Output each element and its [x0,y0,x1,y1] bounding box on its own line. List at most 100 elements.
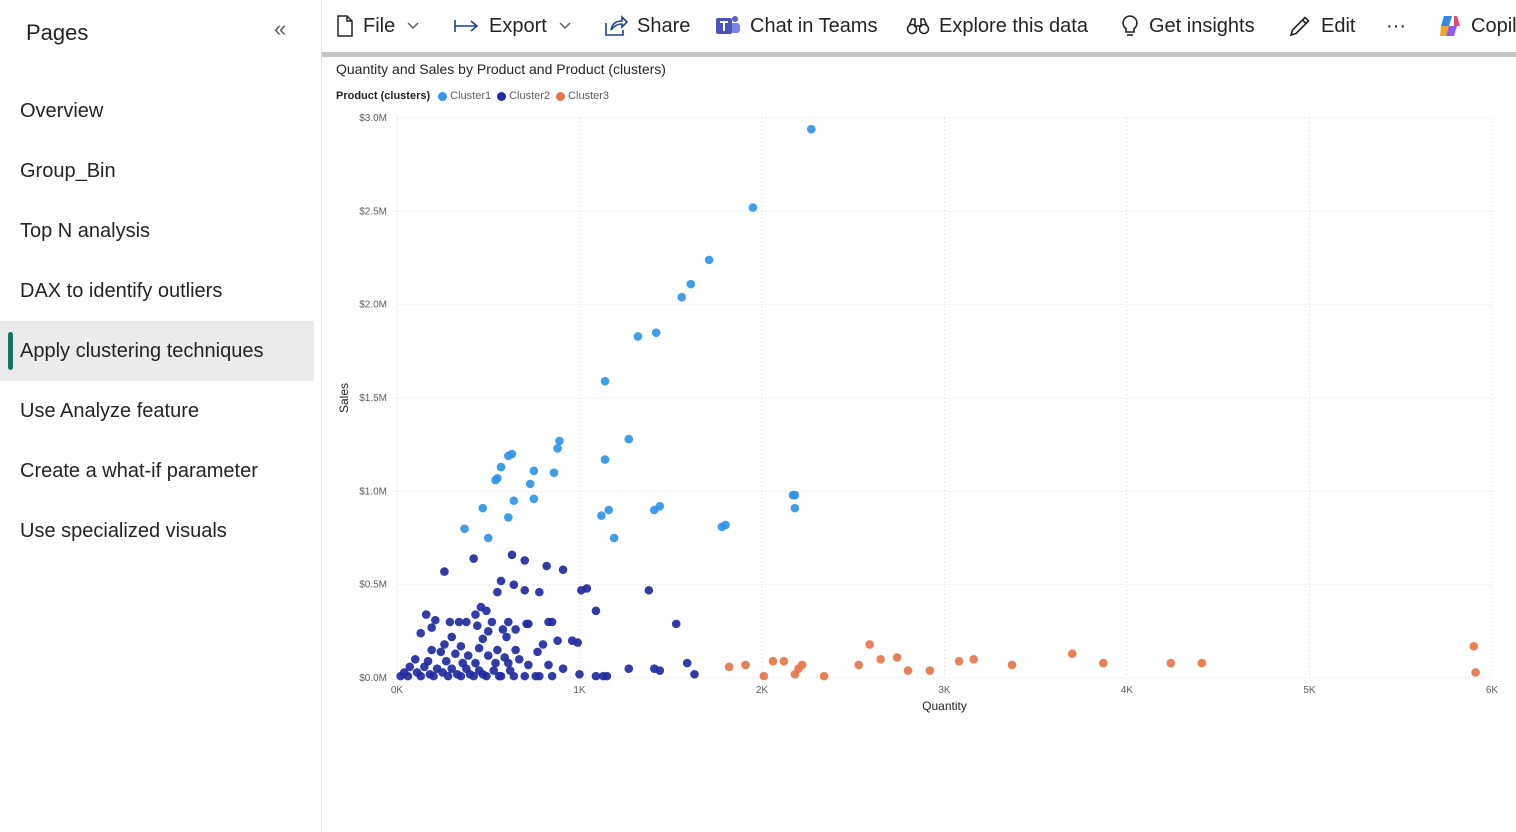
data-point-cluster2[interactable] [520,556,530,565]
data-point-cluster2[interactable] [542,561,551,571]
data-point-cluster1[interactable] [504,513,513,522]
data-point-cluster2[interactable] [535,587,544,597]
data-point-cluster2[interactable] [403,671,413,681]
page-item-overview[interactable]: Overview [20,100,104,122]
data-point-cluster2[interactable] [644,585,654,595]
scatter-chart-visual[interactable]: Quantity and Sales by Product and Produc… [322,57,1516,832]
data-point-cluster2[interactable] [509,671,519,681]
data-point-cluster3[interactable] [1471,668,1480,677]
data-point-cluster3[interactable] [892,653,902,662]
data-point-cluster2[interactable] [509,580,519,589]
explore-data-button[interactable]: Explore this data [906,0,1088,52]
data-point-cluster3[interactable] [1197,658,1207,668]
data-point-cluster1[interactable] [478,503,488,513]
data-point-cluster2[interactable] [441,656,451,666]
data-point-cluster3[interactable] [954,656,964,666]
data-point-cluster3[interactable] [779,656,789,666]
data-point-cluster1[interactable] [504,451,513,461]
data-point-cluster2[interactable] [469,554,478,563]
page-item-apply-clustering[interactable]: Apply clustering techniques [0,321,314,381]
data-point-cluster2[interactable] [496,576,506,586]
data-point-cluster2[interactable] [591,606,601,616]
data-point-cluster3[interactable] [876,655,885,664]
data-point-cluster3[interactable] [1098,658,1108,668]
data-point-cluster2[interactable] [671,619,681,629]
data-point-cluster3[interactable] [925,666,935,675]
data-point-cluster3[interactable] [1166,658,1176,668]
data-point-cluster1[interactable] [717,522,727,532]
legend-item-cluster1[interactable]: Cluster1 [438,90,491,102]
data-point-cluster1[interactable] [609,533,619,543]
data-point-cluster3[interactable] [797,660,807,670]
data-point-cluster3[interactable] [854,660,864,670]
data-point-cluster2[interactable] [502,632,511,642]
data-point-cluster1[interactable] [460,524,469,533]
data-point-cluster1[interactable] [529,466,539,476]
data-point-cluster2[interactable] [547,671,557,681]
data-point-cluster1[interactable] [600,376,610,386]
data-point-cluster1[interactable] [529,494,539,504]
share-button[interactable]: Share [604,0,690,52]
data-point-cluster2[interactable] [558,664,568,673]
page-item-group-bin[interactable]: Group_Bin [20,160,116,182]
data-point-cluster2[interactable] [454,617,464,627]
page-item-specialized-visuals[interactable]: Use specialized visuals [20,520,227,542]
export-menu[interactable]: Export [454,0,580,52]
data-point-cluster2[interactable] [533,647,542,657]
data-point-cluster1[interactable] [633,332,643,341]
data-point-cluster2[interactable] [405,662,415,672]
double-chevron-left-icon[interactable]: « [274,16,287,41]
data-point-cluster2[interactable] [410,655,420,664]
data-point-cluster2[interactable] [469,671,478,681]
data-point-cluster2[interactable] [463,651,473,660]
data-point-cluster2[interactable] [511,625,520,634]
data-point-cluster2[interactable] [573,638,582,647]
page-item-top-n-analysis[interactable]: Top N analysis [20,220,151,242]
data-point-cluster2[interactable] [553,636,562,645]
data-point-cluster2[interactable] [440,640,449,649]
data-point-cluster3[interactable] [1007,660,1017,670]
get-insights-button[interactable]: Get insights [1120,0,1255,52]
data-point-cluster1[interactable] [604,505,613,515]
data-point-cluster2[interactable] [514,655,524,664]
data-point-cluster2[interactable] [682,658,692,668]
data-point-cluster1[interactable] [677,292,686,302]
data-point-cluster2[interactable] [474,643,484,653]
data-point-cluster2[interactable] [575,669,584,679]
data-point-cluster2[interactable] [471,610,480,619]
data-point-cluster2[interactable] [544,660,553,670]
data-point-cluster3[interactable] [759,671,769,681]
data-point-cluster1[interactable] [496,462,506,472]
data-point-cluster3[interactable] [819,671,829,681]
data-point-cluster1[interactable] [555,436,564,446]
data-point-cluster2[interactable] [427,623,436,632]
copilot-button[interactable]: Copilot [1436,0,1516,52]
page-item-dax-outliers[interactable]: DAX to identify outliers [20,280,223,302]
data-point-cluster2[interactable] [524,660,533,670]
data-point-cluster1[interactable] [509,496,519,505]
data-point-cluster2[interactable] [420,662,429,672]
data-point-cluster3[interactable] [724,662,734,672]
data-point-cluster2[interactable] [591,671,601,681]
data-point-cluster2[interactable] [577,585,586,595]
file-menu[interactable]: File [336,0,428,52]
data-point-cluster1[interactable] [790,503,800,513]
legend-item-cluster2[interactable]: Cluster2 [497,90,550,102]
data-point-cluster2[interactable] [690,669,699,679]
data-point-cluster2[interactable] [471,658,480,668]
data-point-cluster1[interactable] [525,479,535,489]
data-point-cluster3[interactable] [969,655,978,664]
data-point-cluster1[interactable] [491,475,500,485]
data-point-cluster2[interactable] [520,671,530,681]
page-item-what-if-parameter[interactable]: Create a what-if parameter [20,460,258,482]
data-point-cluster2[interactable] [436,647,446,657]
more-options-button[interactable]: ··· [1386,0,1406,52]
data-point-cluster2[interactable] [487,617,497,627]
data-point-cluster2[interactable] [482,671,491,681]
data-point-cluster1[interactable] [597,511,606,520]
data-point-cluster2[interactable] [507,550,517,560]
data-point-cluster1[interactable] [686,279,696,289]
data-point-cluster2[interactable] [478,634,488,644]
data-point-cluster2[interactable] [511,645,520,655]
data-point-cluster1[interactable] [788,490,798,500]
